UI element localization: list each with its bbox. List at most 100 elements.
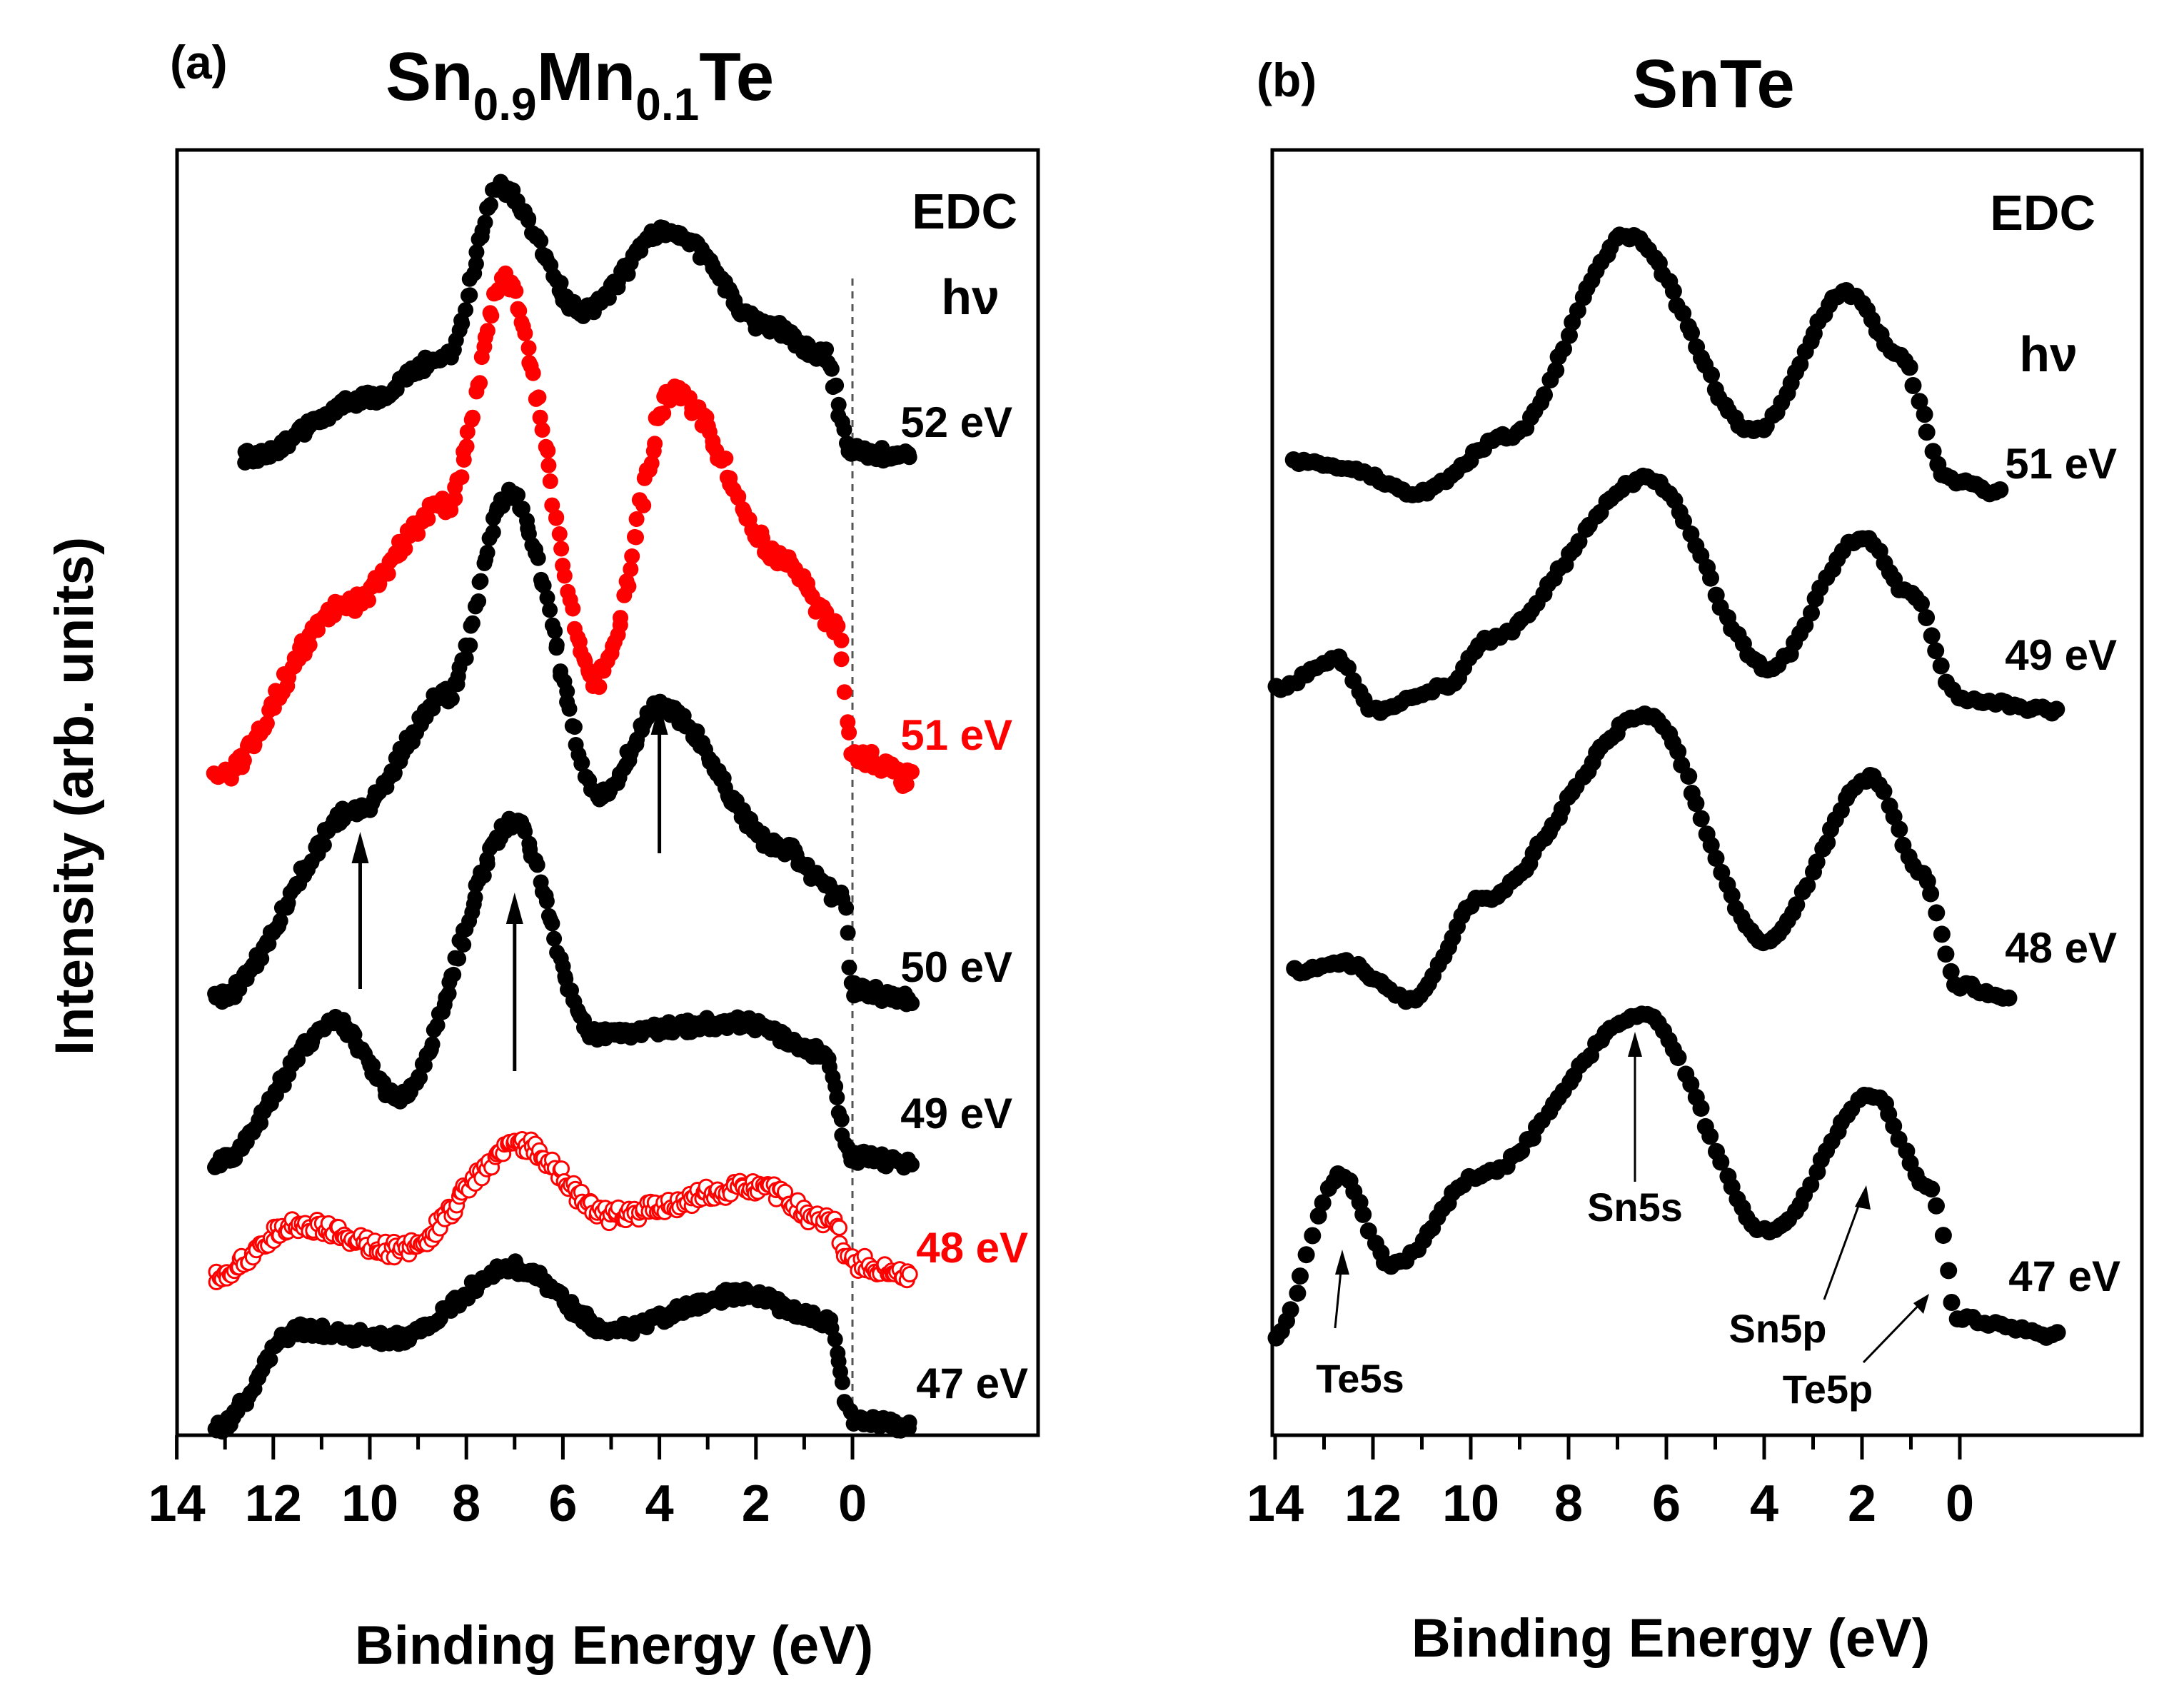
panel-a-xlabel: Binding Energy (eV) xyxy=(355,1615,873,1676)
data-point xyxy=(2048,700,2065,718)
data-point xyxy=(904,995,920,1012)
data-point xyxy=(1943,1294,1961,1311)
data-point xyxy=(1927,642,1945,660)
x-tick-label: 12 xyxy=(1344,1475,1402,1532)
data-point xyxy=(841,959,857,975)
x-tick-label: 10 xyxy=(1442,1475,1499,1532)
panel-a-plot xyxy=(206,174,920,1440)
te5s-label: Te5s xyxy=(1316,1356,1404,1401)
data-point xyxy=(840,925,856,941)
data-point xyxy=(828,377,845,393)
data-point xyxy=(470,593,487,609)
data-point xyxy=(534,422,550,438)
data-point xyxy=(529,857,545,873)
data-point xyxy=(525,365,541,381)
data-point xyxy=(863,743,880,760)
panel-b-plot xyxy=(1267,226,2066,1347)
x-tick-label: 0 xyxy=(838,1475,867,1532)
data-point xyxy=(454,316,470,332)
data-point xyxy=(458,302,474,318)
data-point xyxy=(574,755,590,771)
data-point xyxy=(451,950,467,967)
data-point xyxy=(467,889,483,905)
data-point xyxy=(624,548,640,564)
data-point xyxy=(508,283,524,299)
data-point xyxy=(548,509,565,526)
panel-b-frame xyxy=(1270,148,2144,1437)
panel-b-title: SnTe xyxy=(1632,46,1795,122)
data-point xyxy=(1916,406,1933,423)
data-point xyxy=(1297,1246,1315,1264)
data-point xyxy=(1942,963,1960,980)
data-point xyxy=(1924,443,1942,461)
data-point xyxy=(1918,609,1936,626)
data-point xyxy=(1680,768,1698,785)
data-point xyxy=(479,544,495,561)
data-point xyxy=(830,396,847,413)
data-point xyxy=(836,684,852,700)
data-point xyxy=(600,290,617,306)
data-point xyxy=(1922,885,1940,903)
data-point xyxy=(628,529,644,546)
data-point xyxy=(1928,904,1946,922)
annotation-arrowhead xyxy=(505,893,523,924)
data-point xyxy=(841,725,857,740)
x-tick-label: 4 xyxy=(1750,1475,1778,1532)
data-point xyxy=(1934,1227,1952,1245)
data-point xyxy=(410,526,426,542)
data-point xyxy=(647,436,663,452)
data-point xyxy=(262,1352,278,1368)
panel-b-xlabel: Binding Energy (eV) xyxy=(1411,1608,1930,1669)
data-point xyxy=(1702,569,1719,587)
data-point xyxy=(833,651,850,668)
data-point xyxy=(371,577,387,593)
data-point xyxy=(556,568,573,584)
data-point xyxy=(1808,853,1826,871)
data-point xyxy=(483,308,500,324)
series-49-ev xyxy=(1267,467,2065,722)
panel-b-label: (b) xyxy=(1257,54,1317,106)
data-point xyxy=(566,719,583,735)
data-point xyxy=(831,1219,847,1236)
data-point xyxy=(1309,1207,1327,1225)
data-point xyxy=(447,491,463,507)
data-point xyxy=(551,526,568,542)
data-point xyxy=(1687,795,1705,813)
data-point xyxy=(1682,1075,1700,1093)
panel-a-title: Sn0.9Mn0.1Te xyxy=(386,39,774,130)
title-a-part2: Mn xyxy=(537,39,636,115)
energy-label-51: 51 eV xyxy=(900,711,1012,759)
data-point xyxy=(397,541,413,557)
x-tick-label: 6 xyxy=(1652,1475,1681,1532)
data-point xyxy=(1664,282,1682,300)
data-point xyxy=(1547,361,1565,379)
x-tick-label: 0 xyxy=(1946,1475,1974,1532)
data-point xyxy=(517,326,533,341)
data-point xyxy=(1292,1267,1309,1285)
data-point xyxy=(838,900,855,916)
data-point xyxy=(479,856,495,872)
data-point xyxy=(520,340,537,356)
data-point xyxy=(1875,783,1893,800)
series-51-ev xyxy=(206,265,920,794)
sn5s-arrowhead xyxy=(1628,1032,1642,1057)
data-point xyxy=(361,592,376,608)
data-point xyxy=(1788,896,1806,914)
data-point xyxy=(258,715,275,731)
panel-b-annotations: Te5s Sn5s Sn5p Te5p xyxy=(1316,1032,1929,1412)
data-point xyxy=(561,700,578,717)
data-point xyxy=(830,618,846,634)
data-point xyxy=(479,323,495,339)
title-a-part3: Te xyxy=(699,39,774,115)
data-point xyxy=(730,488,747,505)
title-a-sub1: 0.9 xyxy=(473,79,537,130)
data-point xyxy=(1904,377,1922,394)
data-point xyxy=(1339,659,1357,677)
data-point xyxy=(1923,627,1941,645)
data-point xyxy=(635,497,652,513)
data-point xyxy=(1891,820,1908,838)
data-point xyxy=(553,275,569,291)
series-48-ev xyxy=(1286,705,2018,1010)
data-point xyxy=(834,1374,850,1390)
